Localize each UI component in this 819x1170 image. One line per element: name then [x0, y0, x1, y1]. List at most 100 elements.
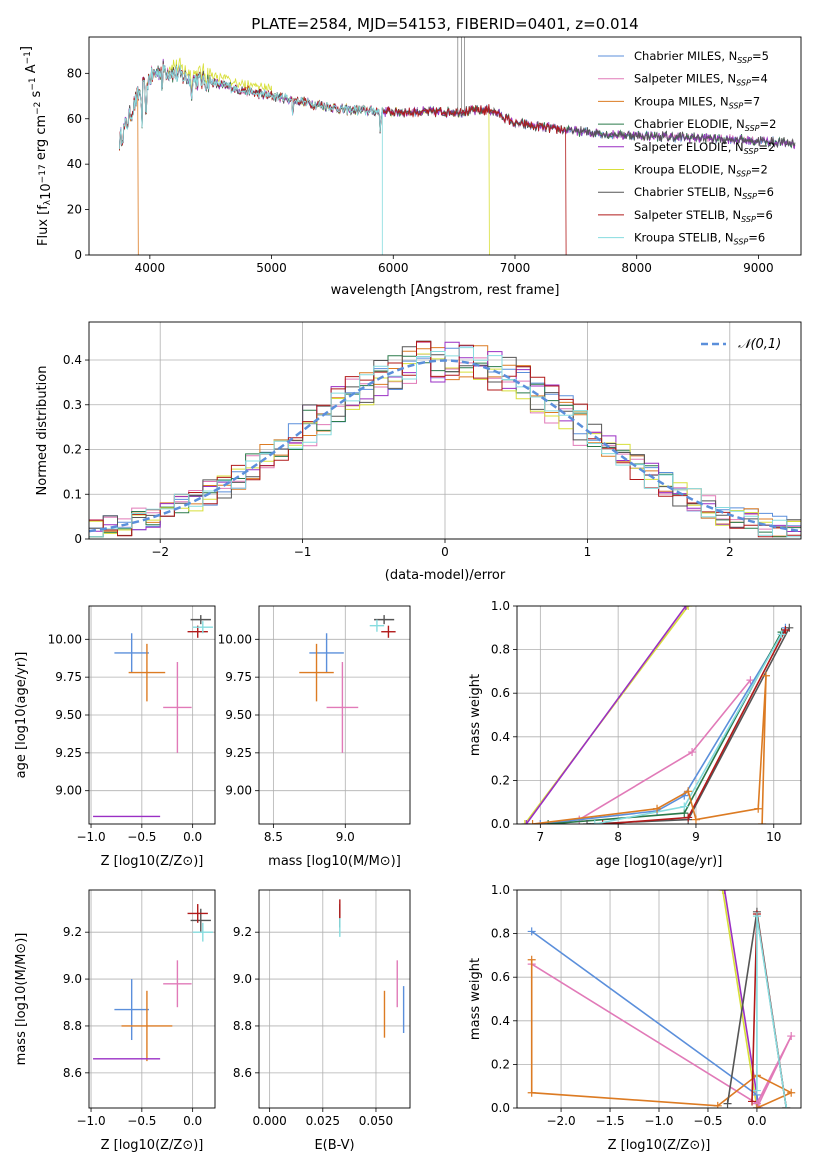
y-tick-label: 9.50: [225, 708, 252, 722]
y-tick-label: 0.8: [491, 927, 510, 941]
y-tick-label: 9.25: [225, 746, 252, 760]
y-tick-label: 60: [67, 112, 82, 126]
axes-frame: [516, 889, 802, 1109]
weight-marker-kroupa_stelib: [752, 912, 761, 921]
y-tick-label: 9.50: [55, 708, 82, 722]
legend-eq: =: [751, 72, 761, 86]
weight-line-chabrier_miles: [531, 930, 758, 1108]
axes-weight_vs_age: 7 8 9 10 0.0 0.2 0.4 0.6 0.8 1.0 age [log10(age/yr…: [468, 599, 802, 869]
legend-series-name: Salpeter ELODIE: [634, 140, 728, 154]
y-label-part: −2: [33, 102, 43, 115]
x-tick-label: 7: [537, 830, 545, 844]
y-tick-label: 0.0: [491, 817, 510, 831]
weight-marker-kroupa_stelib: [777, 630, 786, 639]
legend-ssp-subscript: SSP: [744, 147, 759, 156]
x-axis-label: Z [log10(Z/Z⊙)]: [101, 854, 204, 869]
y-tick-label: 9.0: [233, 972, 252, 986]
x-tick-label: 6000: [378, 261, 409, 275]
weight-line-salpeter_miles: [531, 963, 792, 1108]
x-tick-label: 5000: [256, 261, 287, 275]
y-tick-label: 40: [67, 157, 82, 171]
y-tick-label: 9.75: [55, 670, 82, 684]
axes-frame: [88, 321, 802, 540]
histogram-kroupa_stelib: [89, 347, 801, 538]
plot-area: [520, 606, 794, 824]
weight-marker-kroupa_miles: [527, 1088, 536, 1097]
legend-series-name: Chabrier STELIB: [634, 185, 726, 199]
weight-line-kroupa_elodie: [721, 890, 758, 1108]
legend-n-label: , N: [729, 117, 745, 131]
x-axis-label: mass [log10(M/M⊙)]: [268, 854, 401, 869]
legend-n-label: , N: [718, 231, 734, 245]
legend-ssp-subscript: SSP: [742, 192, 757, 201]
y-tick-label: 0.4: [491, 1014, 510, 1028]
axes-frame: [88, 889, 216, 1109]
y-tick-label: 0.1: [63, 487, 82, 501]
weight-marker-kroupa_stelib: [782, 1104, 791, 1108]
y-axis-label: Flux [fλ10−17 erg cm−2 s−1 A−1]: [19, 46, 54, 246]
weight-line-kroupa_miles: [530, 959, 794, 1108]
x-tick-label: −1.0: [644, 1114, 673, 1128]
plot-area: [93, 904, 213, 1062]
x-tick-label: 9000: [743, 261, 774, 275]
x-tick-label: 0: [441, 545, 449, 559]
y-tick-label: 8.8: [63, 1019, 82, 1033]
legend-nssp-value: 2: [768, 140, 775, 154]
legend-label: Kroupa STELIB, NSSP=6: [634, 231, 765, 247]
axes-frame: [516, 605, 802, 825]
weight-marker-kroupa_miles: [761, 671, 770, 680]
weight-marker-kroupa_elodie: [684, 606, 693, 610]
weight-marker-kroupa_elodie: [520, 820, 529, 824]
y-tick-label: 0.2: [63, 443, 82, 457]
legend-n-label: , N: [721, 49, 737, 63]
weight-marker-chabrier_stelib: [723, 1099, 732, 1108]
legend-eq: =: [752, 49, 762, 63]
x-axis-label: wavelength [Angstrom, rest frame]: [331, 283, 560, 298]
legend-ssp-subscript: SSP: [741, 215, 756, 224]
y-label-part: 10: [39, 183, 54, 200]
legend-nssp-value: 2: [760, 163, 767, 177]
x-tick-label: 0.0: [183, 830, 202, 844]
y-tick-label: 0.2: [491, 1057, 510, 1071]
y-tick-label: 9.2: [63, 925, 82, 939]
x-tick-label: −1.0: [76, 830, 105, 844]
legend-nssp-value: 6: [767, 185, 774, 199]
x-tick-label: 0.050: [359, 1114, 393, 1128]
legend-nssp-value: 7: [753, 94, 760, 108]
weight-marker-salpeter_stelib: [684, 813, 693, 822]
weight-marker-kroupa_miles: [758, 820, 767, 824]
weight-marker-salpeter_stelib: [748, 1097, 757, 1106]
y-tick-label: 9.2: [233, 925, 252, 939]
y-tick-label: 0.6: [491, 970, 510, 984]
plot-area: [119, 37, 796, 255]
axes-age_vs_mass: 8.5 9.0 9.00 9.25 9.50 9.75 10.00 mass [log10(M…: [218, 605, 411, 869]
y-axis-label: Normed distribution: [35, 366, 50, 496]
y-tick-label: 0: [74, 532, 82, 546]
weight-marker-salpeter_miles: [787, 1032, 796, 1041]
weight-marker-chabrier_miles: [527, 927, 536, 936]
x-tick-label: 4000: [135, 261, 166, 275]
legend-label: 𝒩(0,1): [738, 337, 781, 352]
axes-frame: [88, 605, 216, 825]
legend-label: Salpeter MILES, NSSP=4: [634, 72, 768, 88]
gaussian-curve: [89, 359, 801, 533]
y-tick-label: 20: [67, 203, 82, 217]
legend-series-name: Chabrier ELODIE: [634, 117, 729, 131]
legend-nssp-value: 6: [758, 231, 765, 245]
y-tick-label: 10.00: [218, 632, 252, 646]
legend-nssp-value: 2: [769, 117, 776, 131]
y-tick-label: 80: [67, 66, 82, 80]
axes-frame: [258, 605, 411, 825]
legend-label: Chabrier MILES, NSSP=5: [634, 49, 769, 65]
x-tick-label: 8: [614, 830, 622, 844]
legend-ssp-subscript: SSP: [736, 170, 751, 179]
plot-area: [299, 615, 396, 753]
legend-nssp-value: 5: [762, 49, 769, 63]
y-tick-label: 0.3: [63, 398, 82, 412]
legend-label: Salpeter STELIB, NSSP=6: [634, 208, 773, 224]
weight-marker-kroupa_miles: [528, 820, 537, 824]
x-tick-label: 0.0: [747, 1114, 766, 1128]
weight-line-salpeter_miles: [540, 679, 752, 824]
y-tick-label: 1.0: [491, 599, 510, 613]
axes-weight_vs_z: −2.0 −1.5 −1.0 −0.5 0.0 0.0 0.2 0.4 0.6 0.8 1.0 Z […: [468, 883, 802, 1153]
